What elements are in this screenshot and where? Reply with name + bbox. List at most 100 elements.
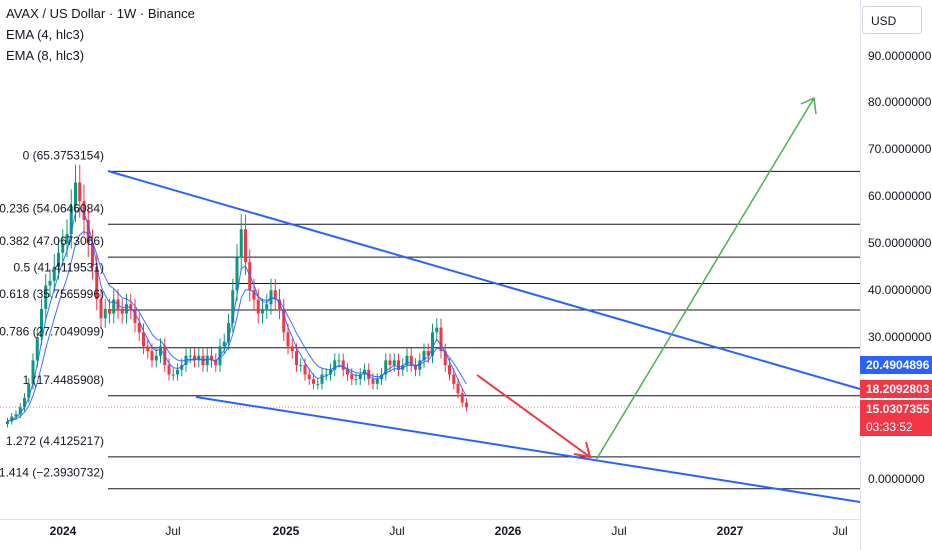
- candle-body: [431, 332, 434, 356]
- ema-4-line: [7, 207, 467, 422]
- candle-body: [320, 374, 324, 384]
- candle-body: [312, 379, 315, 384]
- candle-body: [6, 421, 9, 425]
- price-label: 0.0000000: [868, 472, 925, 486]
- candle-body: [261, 308, 264, 314]
- ema-slow-price-tag: 18.2092803: [860, 380, 932, 398]
- candle-body: [69, 205, 73, 234]
- candle-body: [86, 219, 90, 244]
- candle-body: [307, 374, 311, 380]
- candle-body: [167, 365, 171, 375]
- down-arrow-head: [573, 441, 592, 459]
- time-label: Jul: [832, 524, 848, 538]
- price-label: 80.0000000: [868, 95, 932, 109]
- fib-level-label: 0.618 (35.7565996): [0, 287, 104, 301]
- price-label: 50.0000000: [868, 236, 932, 250]
- candle-body: [176, 369, 179, 375]
- candle-body: [231, 290, 235, 323]
- candle-body: [388, 360, 392, 366]
- candle-body: [40, 308, 43, 337]
- candle-body: [44, 285, 48, 309]
- fib-level-label: 1.414 (−2.3930732): [0, 466, 104, 480]
- time-label: 2027: [716, 524, 744, 538]
- candle-body: [61, 243, 65, 253]
- symbol-title[interactable]: AVAX / US Dollar · 1W · Binance: [6, 6, 195, 21]
- candle-body: [159, 346, 162, 356]
- candle-body: [392, 360, 396, 366]
- candle-body: [23, 397, 26, 408]
- candle-body: [52, 266, 56, 281]
- fib-level-label: 0.236 (54.0646084): [0, 201, 104, 215]
- candle-body: [256, 299, 260, 314]
- fib-level-label: 0 (65.3753154): [23, 148, 104, 162]
- ema-fast-legend[interactable]: EMA (4, hlc3): [6, 27, 85, 42]
- time-label: 2024: [49, 524, 77, 538]
- candle-body: [91, 243, 94, 267]
- time-label: Jul: [389, 524, 405, 538]
- candle-body: [290, 346, 294, 352]
- candle-body: [120, 308, 124, 314]
- candle-body: [146, 346, 150, 352]
- fib-level-label: 0.382 (47.0673066): [0, 234, 104, 248]
- candle-body: [78, 182, 82, 202]
- candle-body: [171, 374, 175, 376]
- candle-body: [57, 252, 60, 267]
- candle-body: [346, 369, 349, 375]
- candle-body: [465, 402, 468, 408]
- ema-slow-legend[interactable]: EMA (8, hlc3): [6, 48, 85, 63]
- fib-level-label: 0.5 (41.4119531): [13, 261, 104, 275]
- price-label: 30.0000000: [868, 330, 932, 344]
- last-price-tag: 15.0307355: [860, 400, 932, 418]
- currency-button[interactable]: USD: [862, 6, 922, 34]
- up-arrow-line: [595, 97, 815, 461]
- fib-level-label: 1 (17.4485908): [23, 373, 104, 387]
- candle-body: [460, 393, 464, 403]
- candle-body: [401, 365, 405, 370]
- candle-body: [214, 360, 218, 366]
- candle-body: [341, 360, 345, 370]
- candle-body: [210, 355, 213, 361]
- candle-body: [384, 360, 388, 375]
- candle-body: [337, 360, 341, 362]
- candle-body: [150, 351, 154, 361]
- candle-body: [18, 407, 22, 415]
- candle-body: [282, 308, 286, 333]
- candle-body: [299, 365, 303, 367]
- time-label: 2026: [494, 524, 522, 538]
- down-arrow-line: [476, 374, 591, 458]
- candle-body: [371, 379, 375, 384]
- candle-body: [443, 351, 447, 366]
- time-label: Jul: [165, 524, 181, 538]
- candle-body: [422, 351, 426, 361]
- candle-body: [74, 182, 77, 206]
- candle-body: [405, 355, 409, 366]
- candle-body: [375, 379, 379, 384]
- candle-body: [125, 304, 128, 314]
- candle-body: [133, 308, 137, 323]
- trend-drawings: [107, 96, 861, 503]
- candle-body: [99, 299, 103, 319]
- candle-body: [358, 374, 362, 380]
- candle-body: [295, 351, 298, 366]
- candle-body: [227, 322, 230, 342]
- ema-fast-price-tag: 20.4904896: [860, 356, 932, 374]
- candle-body: [154, 355, 158, 361]
- candle-body: [95, 266, 99, 300]
- candle-body: [103, 308, 107, 319]
- candle-body: [244, 229, 247, 263]
- candle-body: [286, 332, 290, 347]
- candle-body: [265, 304, 269, 309]
- candle-body: [82, 201, 86, 220]
- fib-level-label: 0.786 (27.7049099): [0, 325, 104, 339]
- candle-body: [252, 290, 256, 300]
- candle-body: [35, 337, 39, 361]
- price-label: 60.0000000: [868, 189, 932, 203]
- candle-body: [188, 355, 192, 357]
- lower-trendline: [195, 396, 861, 503]
- time-label: 2025: [272, 524, 300, 538]
- candle-body: [324, 374, 328, 376]
- candle-body: [426, 351, 430, 356]
- candle-body: [239, 229, 243, 258]
- candle-body: [435, 327, 439, 333]
